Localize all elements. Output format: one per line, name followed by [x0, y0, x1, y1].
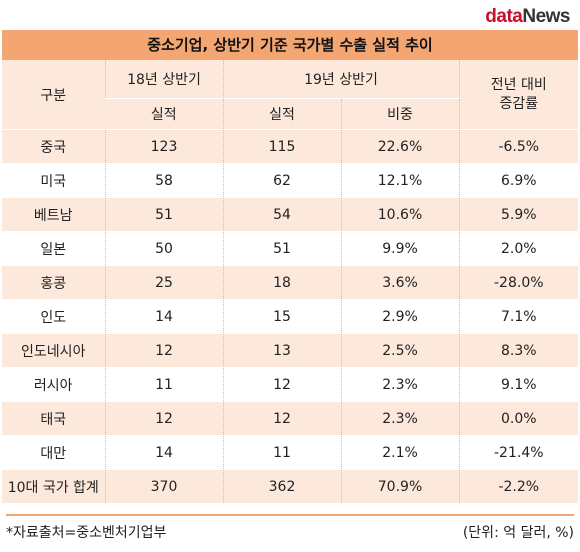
- cell-share: 2.1%: [340, 435, 460, 470]
- cell-share: 70.9%: [340, 469, 460, 504]
- table-row: 인도네시아 12 13 2.5% 8.3%: [2, 333, 579, 368]
- cell-19h1: 362: [222, 469, 341, 504]
- cell-19h1: 62: [222, 163, 341, 198]
- source-note: *자료출처=중소벤처기업부: [6, 525, 167, 541]
- cell-change: -6.5%: [458, 129, 579, 164]
- cell-18h1: 123: [104, 129, 223, 164]
- header-18h1: 18년 상반기: [104, 60, 223, 99]
- brand-logo-part2: News: [522, 6, 570, 27]
- header-19h1: 19년 상반기: [222, 60, 460, 99]
- cell-country: 미국: [2, 163, 105, 198]
- cell-country: 인도네시아: [2, 333, 105, 368]
- cell-18h1: 25: [104, 265, 223, 300]
- table-row: 인도 14 15 2.9% 7.1%: [2, 299, 579, 334]
- cell-share: 22.6%: [340, 129, 460, 164]
- cell-19h1: 51: [222, 231, 341, 266]
- cell-share: 3.6%: [340, 265, 460, 300]
- cell-share: 2.5%: [340, 333, 460, 368]
- cell-share: 2.9%: [340, 299, 460, 334]
- cell-country: 베트남: [2, 197, 105, 232]
- header-18h1-result: 실적: [105, 98, 223, 130]
- table-row: 10대 국가 합계 370 362 70.9% -2.2%: [2, 469, 579, 504]
- cell-change: 2.0%: [458, 231, 579, 266]
- cell-18h1: 58: [104, 163, 223, 198]
- brand-logo-part1: data: [485, 6, 523, 27]
- cell-19h1: 115: [222, 129, 341, 164]
- cell-country: 일본: [2, 231, 105, 266]
- table-row: 베트남 51 54 10.6% 5.9%: [2, 197, 579, 232]
- cell-change: 8.3%: [458, 333, 579, 368]
- header-change-label: 전년 대비 증감률: [490, 76, 547, 112]
- cell-share: 12.1%: [340, 163, 460, 198]
- table-row: 태국 12 12 2.3% 0.0%: [2, 401, 579, 436]
- cell-19h1: 18: [222, 265, 341, 300]
- cell-change: 5.9%: [458, 197, 579, 232]
- cell-change: -28.0%: [458, 265, 579, 300]
- cell-18h1: 50: [104, 231, 223, 266]
- table-row: 중국 123 115 22.6% -6.5%: [2, 129, 579, 164]
- cell-country: 홍콩: [2, 265, 105, 300]
- table-row: 대만 14 11 2.1% -21.4%: [2, 435, 579, 470]
- cell-share: 2.3%: [340, 367, 460, 402]
- header-19h1-result: 실적: [222, 98, 341, 130]
- header-row-2: 실적 실적 비중: [2, 98, 578, 130]
- export-table: 구분 18년 상반기 19년 상반기 전년 대비 증감률 실적 실적 비중 중국…: [2, 60, 579, 504]
- cell-country: 중국: [2, 129, 105, 164]
- unit-note: (단위: 억 달러, %): [462, 525, 574, 541]
- cell-share: 2.3%: [340, 401, 460, 436]
- cell-19h1: 12: [222, 401, 341, 436]
- cell-country: 태국: [2, 401, 105, 436]
- footer: *자료출처=중소벤처기업부 (단위: 억 달러, %): [6, 514, 574, 552]
- cell-country: 인도: [2, 299, 105, 334]
- table-row: 일본 50 51 9.9% 2.0%: [2, 231, 579, 266]
- header-19h1-share: 비중: [340, 98, 460, 130]
- brand-logo: dataNews: [485, 6, 570, 28]
- cell-18h1: 12: [104, 401, 223, 436]
- cell-change: -2.2%: [458, 469, 579, 504]
- cell-18h1: 14: [104, 435, 223, 470]
- table-row: 러시아 11 12 2.3% 9.1%: [2, 367, 579, 402]
- cell-18h1: 51: [104, 197, 223, 232]
- cell-18h1: 370: [104, 469, 223, 504]
- cell-country: 러시아: [2, 367, 105, 402]
- cell-19h1: 12: [222, 367, 341, 402]
- cell-19h1: 11: [222, 435, 341, 470]
- cell-18h1: 11: [104, 367, 223, 402]
- cell-change: -21.4%: [458, 435, 579, 470]
- cell-change: 9.1%: [458, 367, 579, 402]
- table-row: 미국 58 62 12.1% 6.9%: [2, 163, 579, 198]
- cell-18h1: 14: [104, 299, 223, 334]
- table-title: 중소기업, 상반기 기준 국가별 수출 실적 추이: [2, 30, 578, 60]
- table-row: 홍콩 25 18 3.6% -28.0%: [2, 265, 579, 300]
- cell-country: 대만: [2, 435, 105, 470]
- header-change: 전년 대비 증감률: [458, 60, 579, 130]
- cell-19h1: 54: [222, 197, 341, 232]
- header-category: 구분: [2, 60, 105, 130]
- header-row-1: 구분 18년 상반기 19년 상반기 전년 대비 증감률: [2, 60, 579, 130]
- cell-18h1: 12: [104, 333, 223, 368]
- cell-country: 10대 국가 합계: [2, 469, 105, 504]
- cell-change: 0.0%: [458, 401, 579, 436]
- cell-share: 9.9%: [340, 231, 460, 266]
- cell-share: 10.6%: [340, 197, 460, 232]
- cell-19h1: 13: [222, 333, 341, 368]
- cell-change: 7.1%: [458, 299, 579, 334]
- cell-19h1: 15: [222, 299, 341, 334]
- cell-change: 6.9%: [458, 163, 579, 198]
